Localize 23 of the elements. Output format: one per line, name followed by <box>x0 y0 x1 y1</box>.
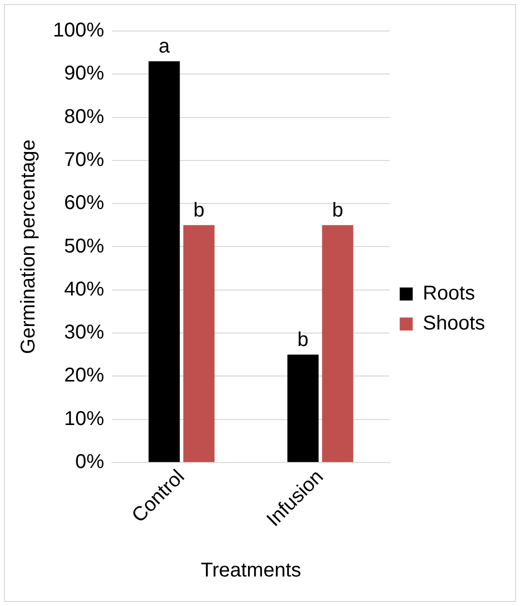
y-tick-label: 30% <box>64 322 104 344</box>
y-tick-label: 0% <box>75 451 104 474</box>
bar <box>183 225 215 462</box>
y-tick-label: 100% <box>52 20 104 42</box>
y-tick-label: 50% <box>64 235 104 258</box>
legend-label: Shoots <box>422 312 485 335</box>
bar <box>287 354 319 462</box>
y-tick-label: 90% <box>64 62 104 85</box>
y-tick-label: 10% <box>64 408 104 430</box>
x-axis-title: Treatments <box>200 560 302 582</box>
data-label: a <box>158 36 171 58</box>
y-tick-label: 40% <box>64 278 104 300</box>
y-axis-title: Germination percentage <box>18 139 40 354</box>
y-tick-label: 70% <box>64 148 104 171</box>
y-tick-label: 60% <box>64 192 104 214</box>
data-label: b <box>297 329 309 352</box>
legend-label: Roots <box>422 282 475 305</box>
bar <box>148 61 180 462</box>
data-label: b <box>332 200 344 222</box>
bar <box>322 225 354 462</box>
y-tick-label: 20% <box>64 364 104 387</box>
y-tick-label: 80% <box>64 106 104 128</box>
data-label: b <box>193 200 204 222</box>
